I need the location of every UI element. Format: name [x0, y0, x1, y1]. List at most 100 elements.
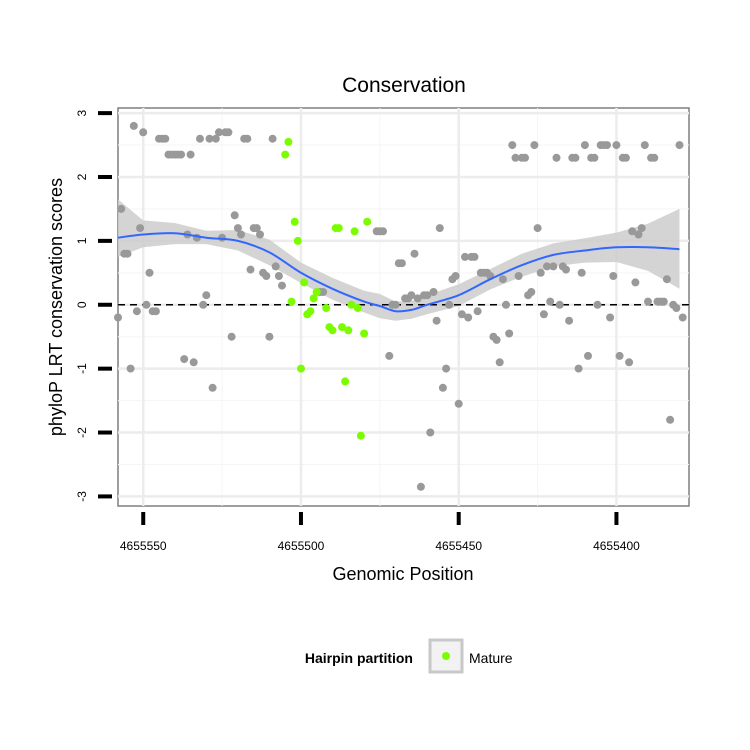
other-point [227, 332, 236, 341]
y-tick-label: 0 [75, 301, 89, 308]
other-point [492, 335, 501, 344]
mature-point [287, 297, 296, 306]
mature-point [297, 364, 305, 373]
other-point [205, 134, 214, 143]
other-point [391, 300, 400, 309]
other-point [246, 265, 255, 274]
other-point [423, 291, 432, 300]
other-point [379, 227, 387, 236]
mature-point [328, 326, 337, 335]
other-point [590, 153, 599, 162]
other-point [186, 150, 195, 159]
mature-point [309, 294, 318, 303]
other-point [593, 300, 602, 309]
x-tick-label: 4655400 [593, 539, 640, 553]
legend-label-mature: Mature [469, 650, 513, 666]
other-point [527, 288, 536, 296]
other-point [177, 150, 186, 159]
x-tick-label: 4655550 [120, 539, 167, 553]
other-point [435, 224, 444, 233]
other-point [117, 204, 126, 213]
other-point [139, 128, 148, 137]
mature-point [284, 137, 293, 146]
other-point [161, 134, 170, 143]
other-point [142, 300, 151, 309]
other-point [577, 268, 586, 277]
other-point [233, 224, 242, 233]
mature-point [360, 329, 369, 338]
other-point [385, 351, 394, 360]
data-points [114, 121, 687, 491]
legend-mature-marker [442, 652, 450, 660]
other-point [498, 275, 507, 284]
other-point [432, 316, 441, 325]
other-point [438, 383, 447, 392]
other-point [189, 358, 198, 367]
other-point [672, 304, 681, 312]
other-point [514, 272, 523, 280]
other-point [666, 415, 675, 424]
other-point [505, 329, 514, 338]
other-point [123, 249, 132, 258]
x-tick-label: 4655500 [278, 539, 325, 553]
mature-point [344, 326, 353, 335]
other-point [555, 300, 564, 309]
other-point [625, 358, 634, 367]
mature-point [353, 304, 362, 312]
other-point [199, 300, 208, 309]
other-point [278, 281, 286, 290]
smooth-curve [117, 232, 680, 313]
other-point [442, 364, 451, 373]
other-point [426, 428, 435, 437]
other-point [508, 141, 517, 150]
other-point [536, 268, 545, 277]
mature-point [356, 431, 365, 440]
other-point [549, 262, 558, 271]
axes: 4655550 4655500 4655450 4655400 3 2 1 0 -1 -2 -3 [75, 109, 640, 553]
other-point [457, 310, 466, 319]
other-point [637, 224, 646, 233]
mature-point [281, 150, 290, 159]
other-point [196, 134, 204, 143]
other-point [502, 300, 510, 309]
other-point [539, 310, 548, 319]
confidence-ribbon [118, 199, 680, 321]
other-point [470, 252, 479, 261]
other-point [410, 249, 419, 258]
other-point [151, 307, 160, 316]
other-point [603, 141, 611, 150]
mature-point [347, 300, 356, 309]
other-point [132, 307, 141, 316]
other-point [202, 291, 211, 300]
other-point [615, 351, 624, 360]
other-point [621, 153, 630, 162]
other-point [678, 313, 687, 322]
other-point [675, 141, 684, 150]
other-point [265, 332, 274, 341]
mature-point [341, 377, 350, 386]
other-point [511, 153, 520, 162]
other-point [659, 297, 668, 306]
other-point [145, 268, 154, 277]
other-point [397, 259, 406, 268]
other-point [495, 358, 504, 367]
other-point [451, 272, 460, 280]
y-tick-label: -2 [75, 427, 89, 438]
other-point [464, 313, 473, 322]
other-point [256, 230, 264, 239]
y-tick-label: 3 [75, 109, 89, 116]
other-point [546, 297, 555, 306]
other-point [416, 482, 425, 491]
other-point [606, 313, 615, 322]
other-point [543, 262, 551, 271]
other-point [473, 307, 482, 316]
other-point [274, 272, 283, 280]
y-axis-title: phyloP LRT conservation scores [46, 178, 66, 436]
mature-point [306, 307, 315, 316]
other-point [180, 355, 189, 364]
confidence-band [118, 199, 680, 321]
other-point [211, 134, 220, 143]
other-point [407, 291, 416, 300]
other-point [252, 224, 261, 233]
